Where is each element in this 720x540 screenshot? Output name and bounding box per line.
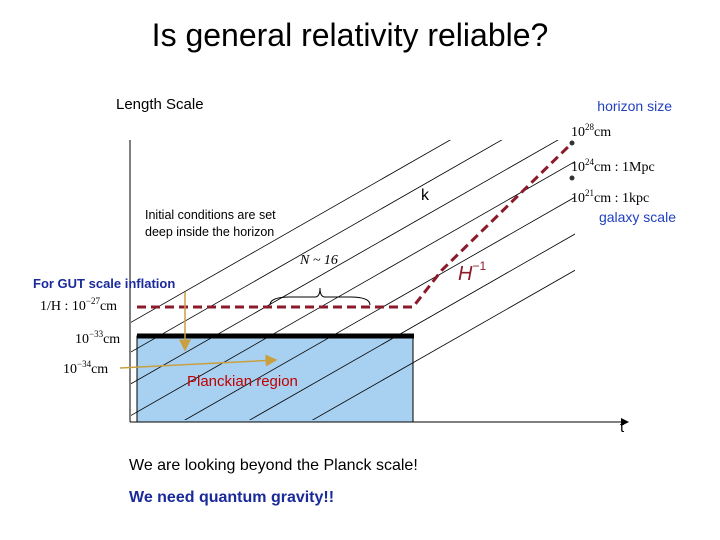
dot [569,140,575,146]
note: deep inside the horizon [145,225,274,239]
gut-label: For GUT scale inflation [33,276,175,291]
hubble-label: H−1 [458,259,486,285]
horizon-lines [131,140,575,420]
galaxy-label: galaxy scale [599,209,676,225]
efolds: N ~ 16 [299,253,338,268]
horizon-label: horizon size [597,98,672,114]
note: Initial conditions are set [145,208,276,222]
scale-label: 1024cm : 1Mpc [571,157,655,175]
footer-text: We are looking beyond the Planck scale! [129,457,418,474]
footer-text: We need quantum gravity!! [129,489,334,506]
scale-label: 10−33cm [75,329,120,347]
k-label: k [421,187,430,204]
brace [269,287,371,306]
dot [569,175,575,181]
scale-label: 1028cm [571,122,611,140]
scale-label: 1021cm : 1kpc [571,188,649,206]
hubble-curve [137,141,574,309]
title: Is general relativity reliable? [152,17,549,53]
arrow [119,354,278,369]
scale-label: 1/H : 10−27cm [40,296,117,314]
y-label: Length Scale [116,96,204,113]
x-label: t [620,419,625,436]
planckian-label: Planckian region [187,373,298,390]
scale-label: 10−34cm [63,359,108,377]
